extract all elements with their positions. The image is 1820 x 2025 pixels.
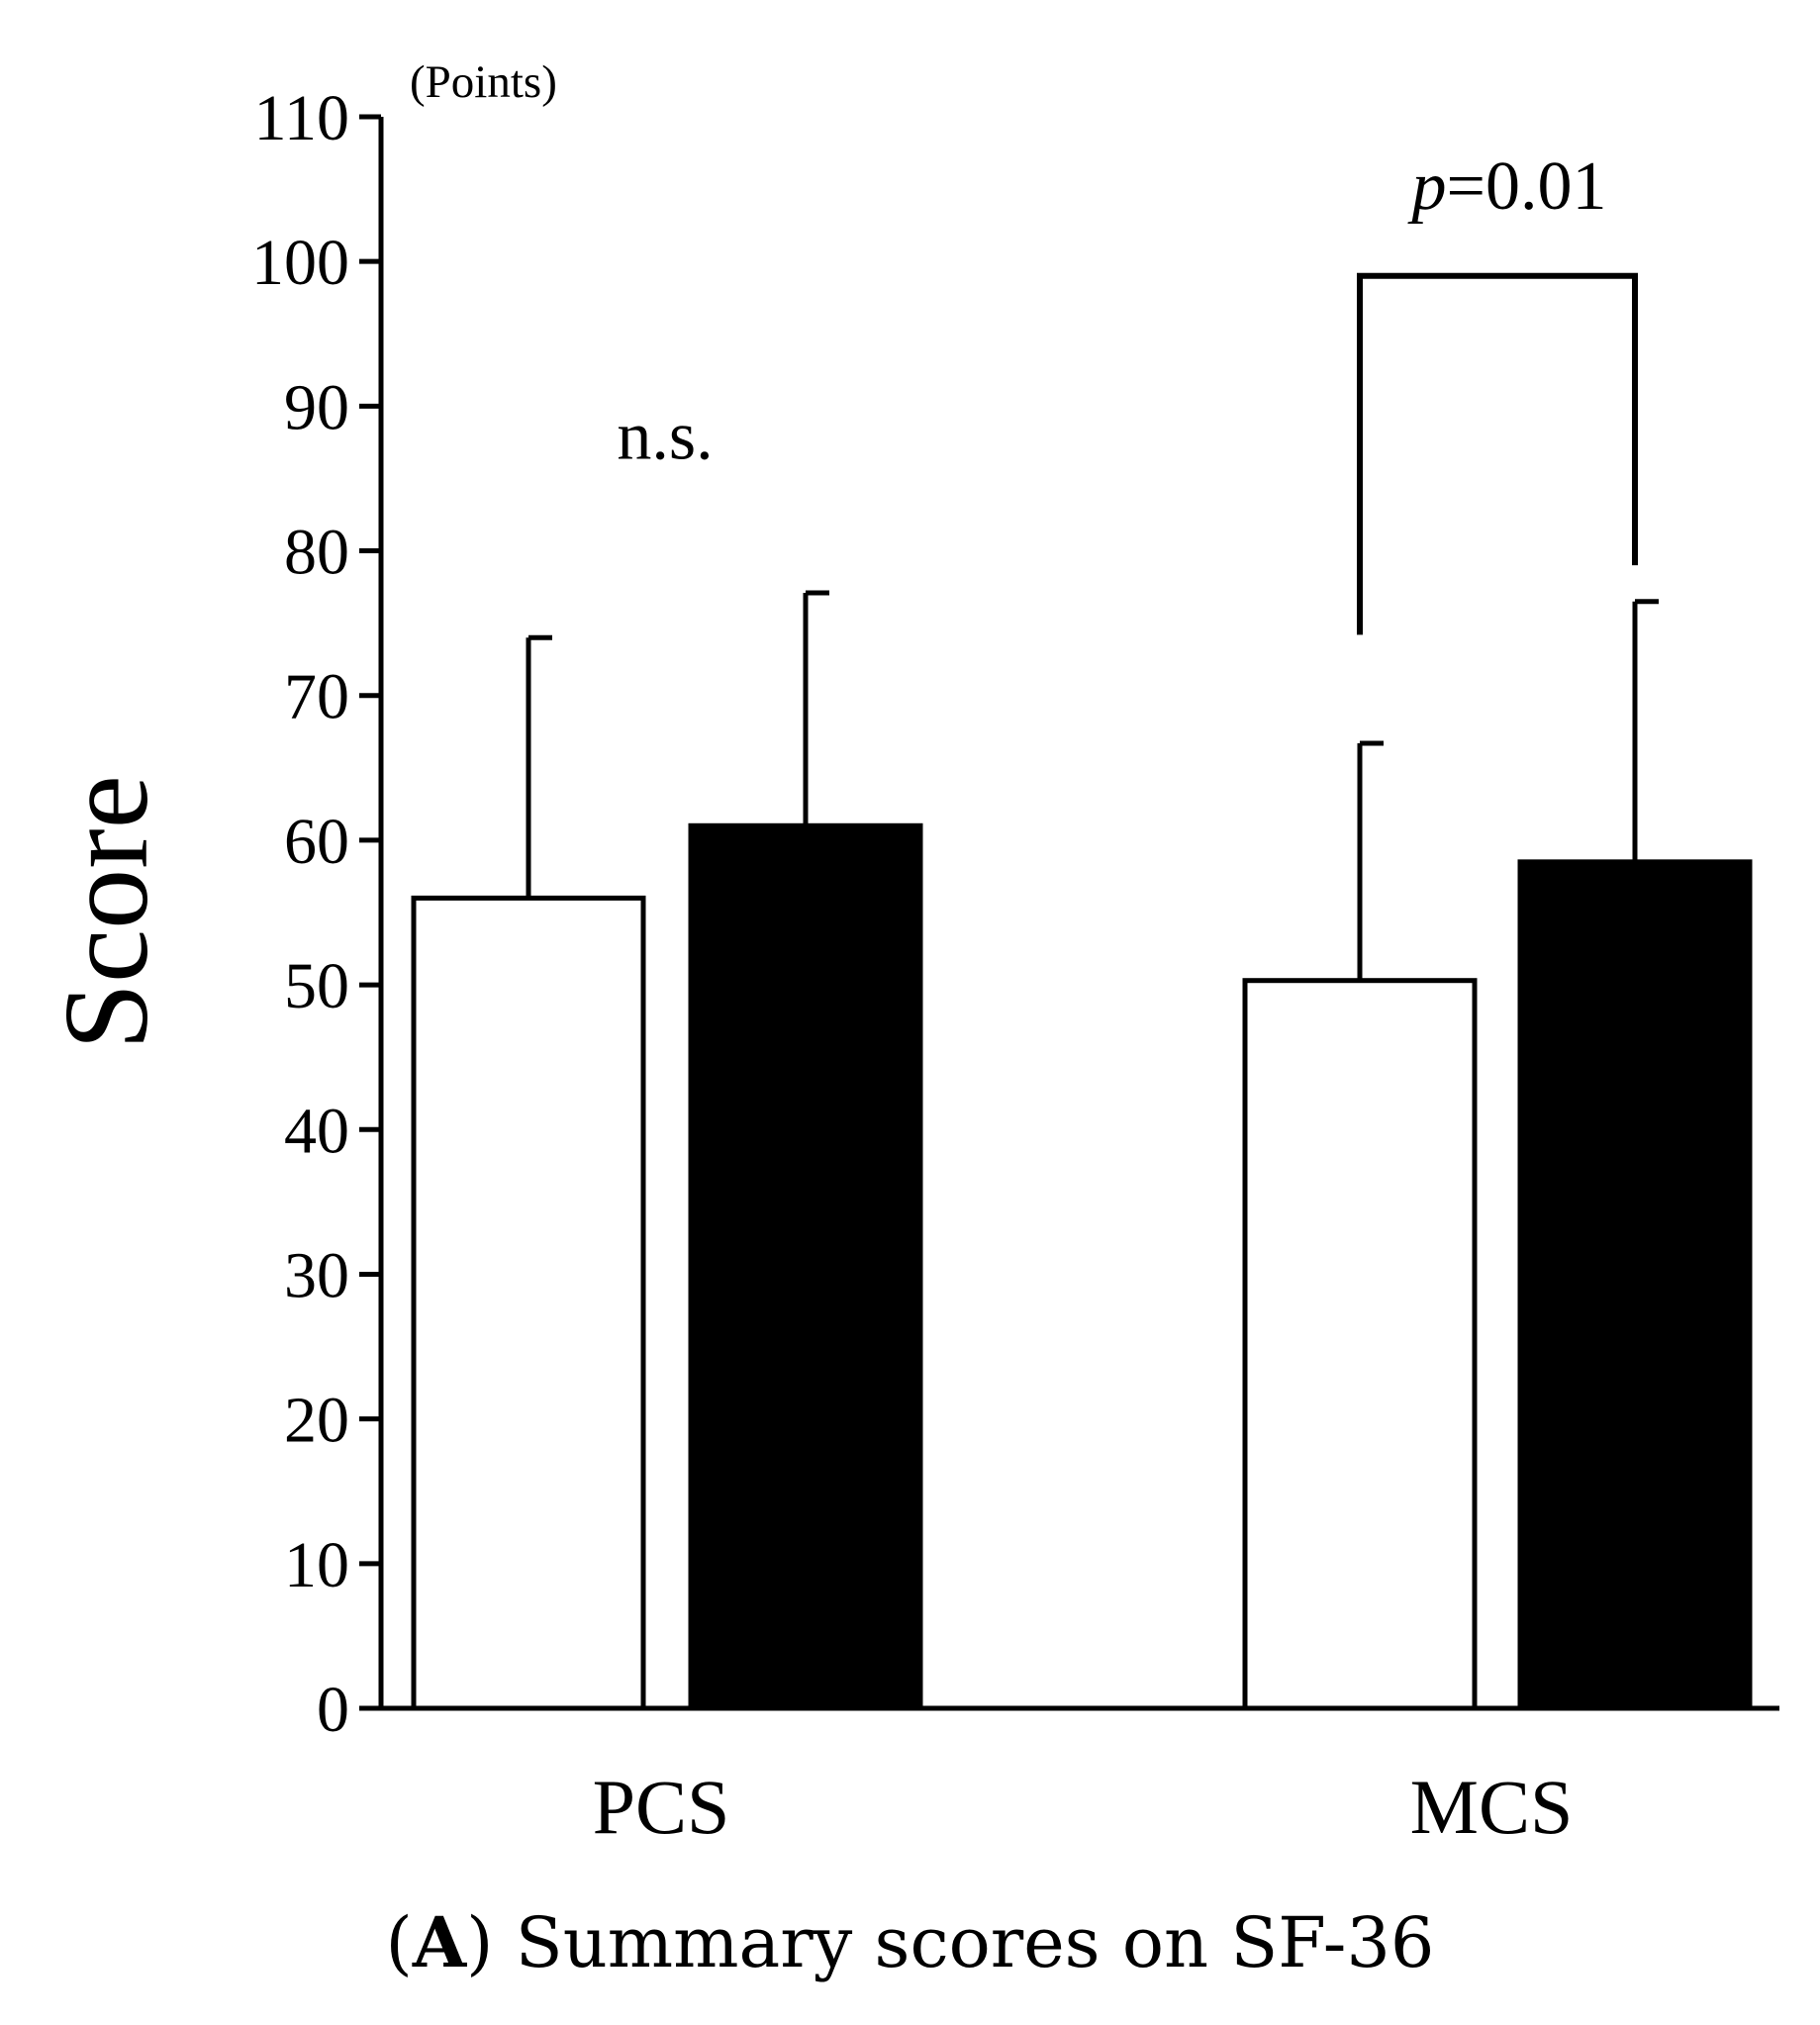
figure-caption: (A) Summary scores on SF-36 — [385, 1901, 1435, 1983]
error-bars — [526, 590, 1659, 981]
bar-mcs-group-1 — [1242, 978, 1478, 1711]
bars — [411, 822, 1753, 1711]
y-axis-unit: (Points) — [410, 56, 557, 108]
bar-pcs-group-2 — [688, 822, 923, 1711]
x-category-label: MCS — [1410, 1764, 1574, 1850]
p-value: =0.01 — [1447, 148, 1607, 225]
significance-label-ns: n.s. — [617, 399, 713, 475]
y-tick-label: 10 — [284, 1529, 349, 1601]
y-tick-label: 110 — [253, 82, 349, 154]
p-symbol: p — [1407, 148, 1447, 225]
bar-mcs-group-2 — [1517, 859, 1753, 1711]
y-tick-label: 90 — [284, 371, 349, 443]
y-tick-label: 0 — [317, 1674, 349, 1746]
y-tick-label: 70 — [284, 661, 349, 733]
y-axis-ticks: 0 10 20 30 40 50 60 70 80 90 100 110 — [251, 82, 381, 1746]
significance-bracket — [1357, 272, 1638, 635]
p-value-label: p=0.01 — [1407, 148, 1607, 225]
annotations: n.s. p=0.01 — [617, 148, 1638, 635]
y-tick-label: 30 — [284, 1239, 349, 1311]
x-category-label: PCS — [593, 1764, 730, 1850]
y-tick-label: 20 — [284, 1385, 349, 1457]
y-tick-label: 60 — [284, 806, 349, 878]
y-tick-label: 100 — [251, 227, 349, 299]
y-axis-label: Score — [40, 775, 173, 1050]
caption-text: Summary scores on SF-36 — [515, 1902, 1435, 1983]
y-tick-label: 80 — [284, 517, 349, 589]
y-tick-label: 50 — [284, 950, 349, 1022]
x-axis-labels: PCS MCS — [593, 1764, 1574, 1850]
bar-pcs-group-1 — [411, 895, 646, 1711]
caption-panel: A — [412, 1901, 467, 1983]
y-tick-label: 40 — [284, 1095, 349, 1167]
